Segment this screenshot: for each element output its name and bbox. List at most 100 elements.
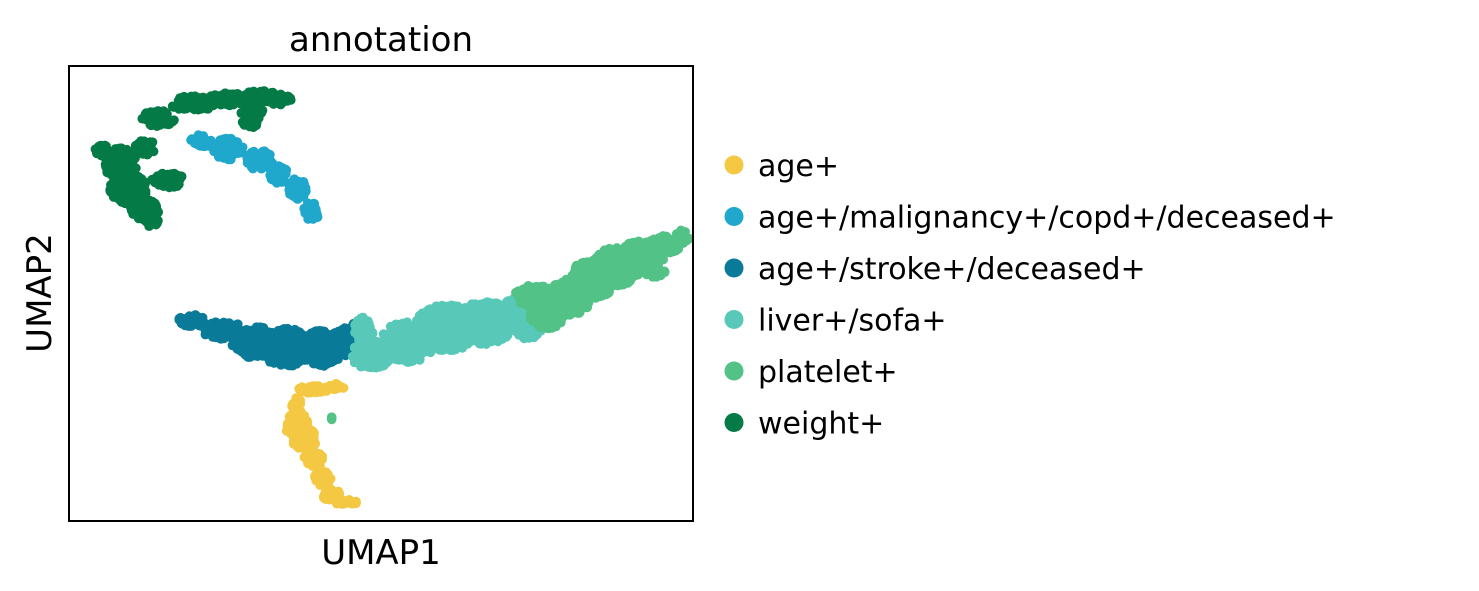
legend-item: weight+ [724,407,884,442]
scatter-point [370,361,381,372]
scatter-point [231,329,241,340]
y-axis-label: UMAP2 [20,233,60,353]
scatter-point [329,339,340,350]
scatter-point [661,232,672,243]
legend-item: age+ [724,149,839,184]
scatter-point [313,348,323,359]
scatter-point [627,253,638,264]
scatter-point [402,317,412,328]
x-axis-label: UMAP1 [321,533,441,573]
scatter-point [331,383,341,393]
scatter-point [189,104,200,115]
scatter-point [217,332,227,343]
scatter-point [412,331,423,341]
scatter-point [355,355,365,366]
scatter-point [216,99,226,110]
scatter-point [474,317,485,328]
series-3-points [347,292,547,373]
scatter-point [431,342,442,352]
scatter-point [295,407,306,418]
scatter-point [292,441,302,451]
scatter-point [174,96,185,106]
scatter-point [241,120,252,130]
scatter-point [424,319,435,330]
scatter-point [339,339,349,350]
scatter-point [248,158,259,168]
scatter-point [152,171,163,181]
chart-title: annotation [289,20,473,60]
scatter-point [494,309,504,320]
legend-marker [724,413,744,432]
legend-label: liver+/sofa+ [758,304,947,339]
scatter-point [138,148,149,159]
scatter-point [314,455,325,466]
scatter-point [122,179,132,190]
scatter-point [444,344,455,354]
scatter-point [523,283,534,293]
scatter-point [214,148,225,158]
legend-marker [724,361,744,381]
scatter-point [385,349,395,359]
scatter-point [442,305,452,315]
scatter-point [314,326,325,336]
scatter-point [174,179,184,190]
scatter-point [293,176,304,187]
scatter-point [190,91,200,101]
scatter-point [399,333,409,344]
scatter-point [457,343,468,353]
legend-item: liver+/sofa+ [724,304,947,339]
scatter-point [424,310,435,320]
scatter-point [337,326,348,336]
scatter-point [426,332,437,343]
legend: age+ age+/malignancy+/copd+/deceased+ age+… [724,149,1336,442]
legend-label: platelet+ [758,355,898,390]
scatter-point [326,412,337,423]
scatter-point [578,287,589,298]
scatter-point [151,115,162,126]
scatter-point [519,297,529,307]
scatter-point [380,357,390,368]
scatter-point [282,421,293,432]
scatter-point [240,343,251,353]
scatter-point [602,251,612,262]
legend-label: age+ [758,149,839,184]
legend-marker [724,207,744,226]
scatter-point [415,316,425,327]
scatter-point [678,228,688,239]
scatter-point [283,326,294,336]
scatter-point [113,182,123,192]
scatter-point [158,181,169,191]
scatter-point [100,159,111,170]
legend-item: age+/stroke+/deceased+ [724,252,1146,287]
scatter-point [152,216,162,226]
legend-label: age+/stroke+/deceased+ [758,252,1146,287]
scatter-point [609,274,619,285]
scatter-point [134,140,145,150]
series-2-points [174,310,369,371]
scatter-point [227,137,237,148]
scatter-point [413,350,424,361]
scatter-point [186,321,197,331]
scatter-point [310,381,320,391]
scatter-point [120,170,130,180]
legend-label: age+/malignancy+/copd+/deceased+ [758,201,1336,236]
scatter-point [319,492,329,503]
scatter-point [289,335,300,346]
scatter-point [519,330,529,340]
scatter-point [134,175,144,186]
scatter-point [616,253,626,263]
scatter-point [139,113,149,123]
scatter-point [317,471,328,481]
scatter-point [642,268,653,279]
scatter-point [339,496,350,506]
scatter-point [260,152,270,162]
scatter-point [479,304,490,315]
scatter-point [303,430,314,441]
scatter-point [620,268,630,278]
scatter-point [161,116,171,127]
scatter-point [378,329,389,339]
scatter-point [385,335,395,345]
scatter-point [296,190,307,200]
scatter-point [516,315,526,326]
